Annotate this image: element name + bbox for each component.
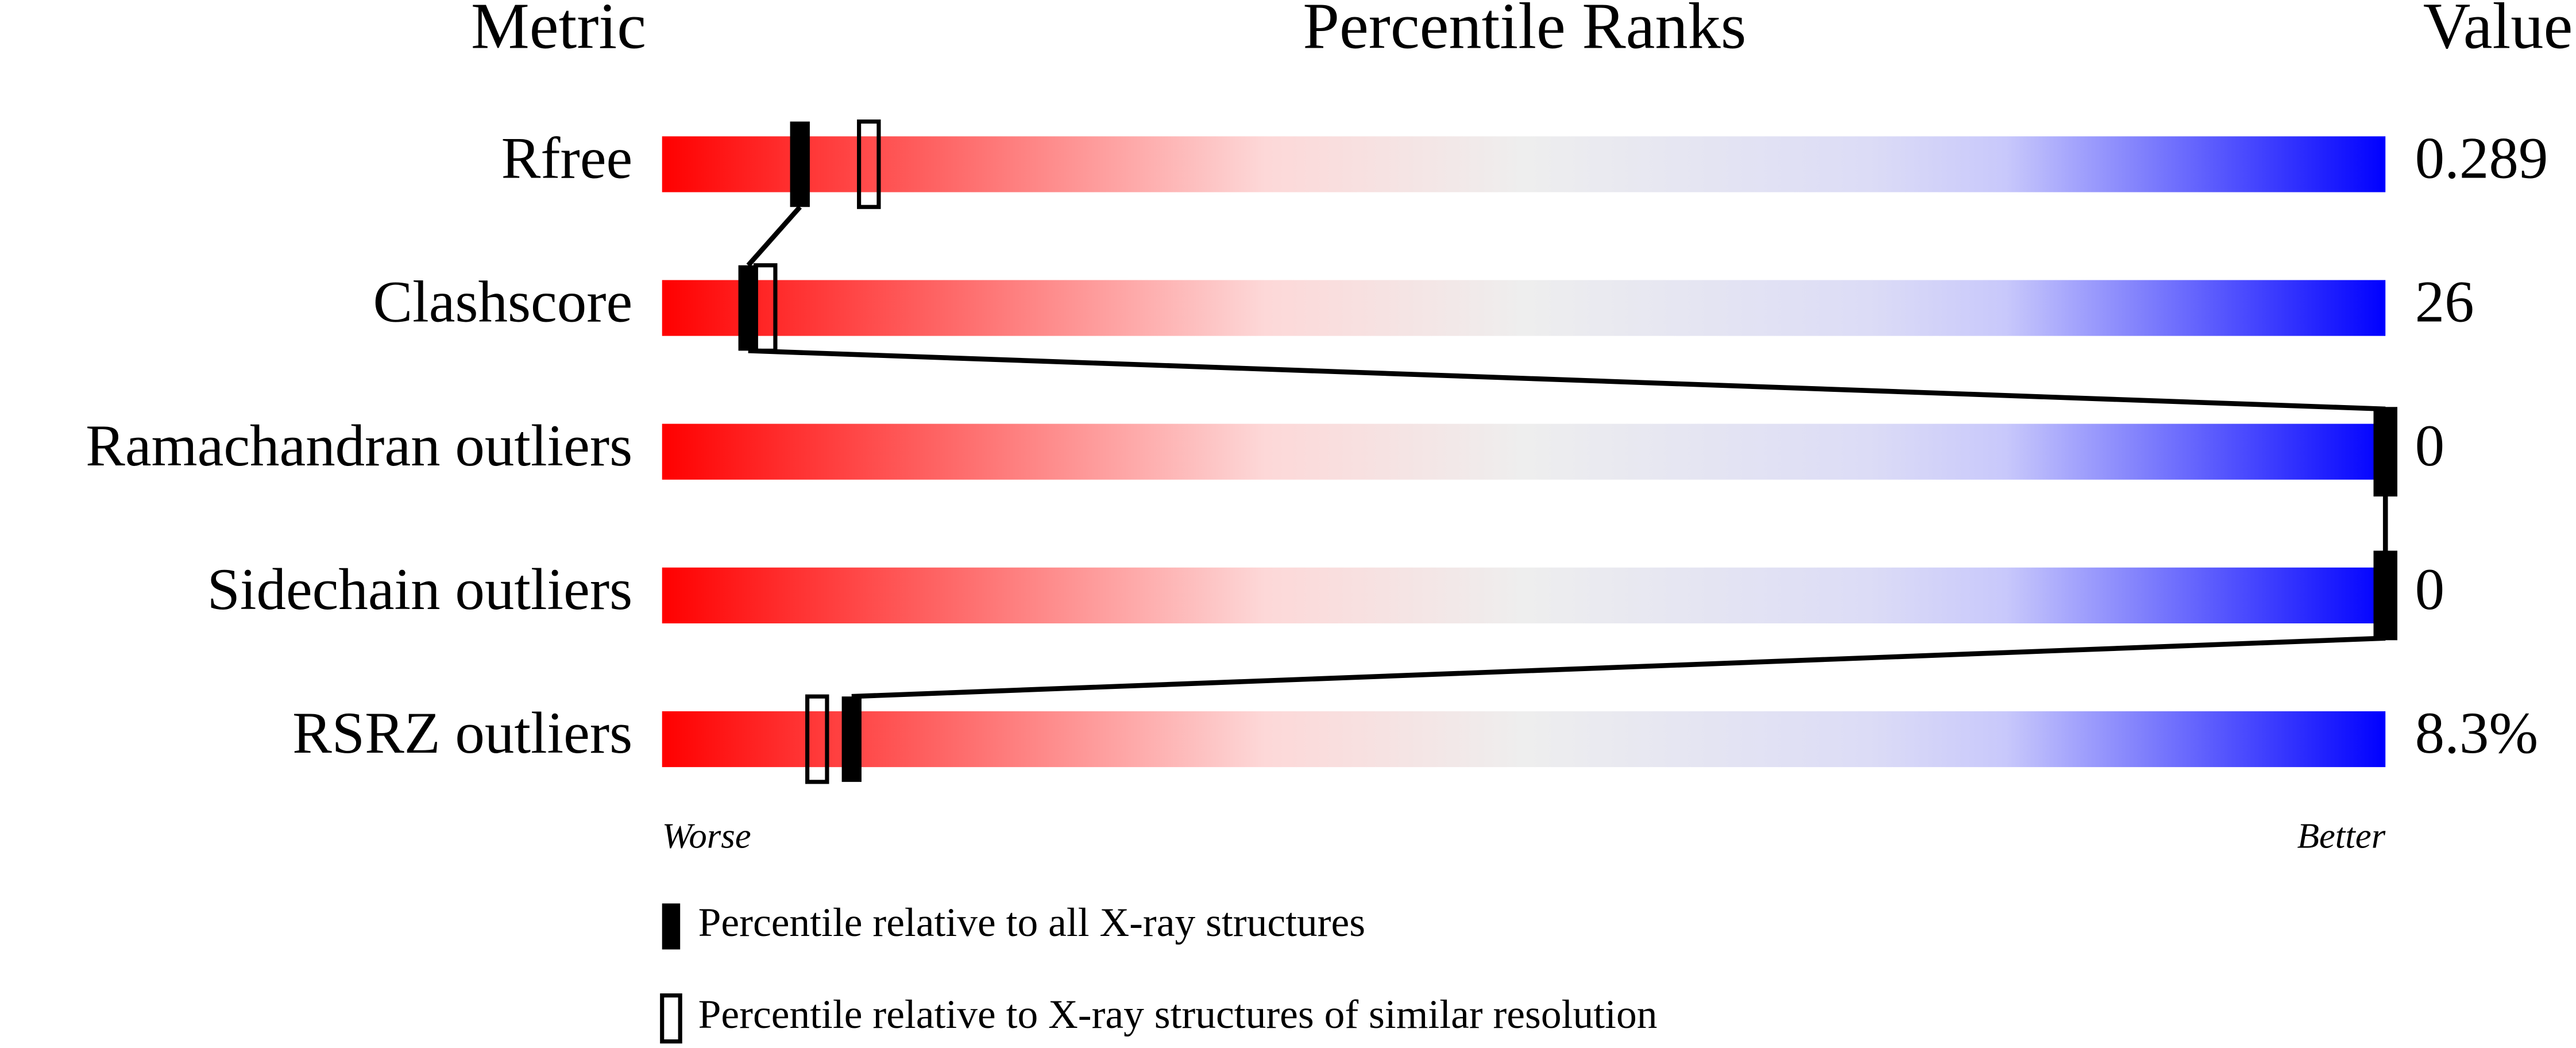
- marker-filled: [790, 121, 810, 207]
- marker-filled: [841, 696, 862, 782]
- header: Metric: [471, 0, 646, 62]
- marker-hollow: [805, 694, 829, 784]
- marker-filled: [2376, 553, 2396, 638]
- metric-value: 0.289: [2415, 126, 2548, 191]
- metric-value: 26: [2415, 269, 2474, 335]
- connector: [746, 205, 802, 267]
- header: Value: [2423, 0, 2573, 62]
- metric-label: Ramachandran outliers: [86, 413, 632, 479]
- connector: [851, 635, 2386, 699]
- legend-label: Percentile relative to X-ray structures …: [698, 992, 1658, 1037]
- marker-hollow: [857, 119, 881, 209]
- gradient-bar: [662, 136, 2386, 192]
- legend-swatch: [660, 993, 682, 1044]
- header: Percentile Ranks: [1303, 0, 1746, 62]
- connector: [748, 348, 2386, 412]
- metric-value: 0: [2415, 557, 2444, 622]
- gradient-bar: [662, 423, 2386, 480]
- metric-value: 8.3%: [2415, 700, 2538, 766]
- legend-swatch: [662, 903, 681, 950]
- gradient-bar: [662, 567, 2386, 623]
- axis-label: Better: [2297, 815, 2385, 856]
- metric-value: 0: [2415, 413, 2444, 479]
- axis-label: Worse: [662, 815, 751, 856]
- marker-filled: [738, 265, 758, 351]
- metric-label: RSRZ outliers: [292, 700, 632, 766]
- legend-label: Percentile relative to all X-ray structu…: [698, 900, 1365, 945]
- marker-filled: [2376, 409, 2396, 495]
- gradient-bar: [662, 280, 2386, 336]
- metric-label: Clashscore: [373, 269, 632, 335]
- gradient-bar: [662, 711, 2386, 768]
- metric-label: Sidechain outliers: [207, 557, 633, 622]
- metric-label: Rfree: [501, 126, 633, 191]
